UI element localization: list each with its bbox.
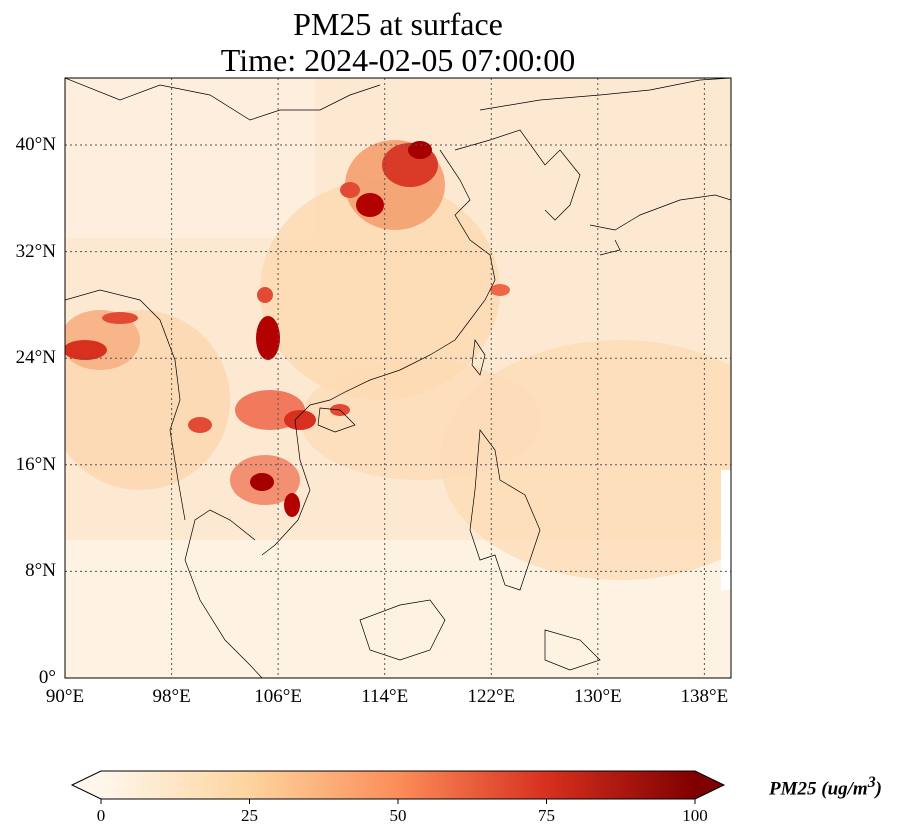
- map-title: PM25 at surface: [293, 6, 503, 42]
- lat-tick-label: 40°N: [15, 134, 56, 155]
- colorbar-tick-label: 75: [538, 806, 555, 825]
- lat-tick-label: 0°: [38, 667, 56, 688]
- lat-tick-label: 24°N: [15, 347, 56, 369]
- colorbar-label-exponent: 3: [867, 774, 876, 791]
- colorbar-tick-label: 100: [682, 806, 708, 825]
- colorbar-tick-label: 0: [96, 806, 106, 825]
- lat-tick-label: 32°N: [15, 240, 56, 262]
- lon-tick-label: 130°E: [573, 686, 622, 707]
- lon-tick-label: 122°E: [467, 686, 516, 707]
- map-time: Time: 2024-02-05 07:00:00: [220, 42, 576, 78]
- colorbar-label-close: ): [875, 778, 882, 800]
- lon-tick-label: 90°E: [45, 686, 85, 707]
- colorbar-label-text: PM25 (ug/m: [769, 778, 868, 800]
- colorbar-label: PM25 (ug/m3): [769, 774, 882, 800]
- lon-tick-label: 114°E: [361, 686, 409, 707]
- lat-tick-label: 8°N: [25, 560, 56, 582]
- colorbar: [70, 770, 726, 804]
- pm25-field: [65, 78, 731, 678]
- lon-tick-label: 138°E: [680, 686, 729, 707]
- colorbar-tick-label: 25: [241, 806, 258, 825]
- lon-tick-label: 98°E: [152, 686, 191, 707]
- lon-tick-label: 106°E: [254, 686, 302, 707]
- lat-tick-label: 16°N: [15, 453, 56, 475]
- colorbar-tick-label: 50: [389, 806, 407, 825]
- map-frame: [64, 77, 732, 679]
- gridlines: [65, 78, 731, 678]
- coastlines: [65, 78, 731, 678]
